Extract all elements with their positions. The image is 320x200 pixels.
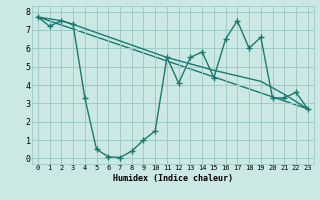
X-axis label: Humidex (Indice chaleur): Humidex (Indice chaleur) <box>113 174 233 183</box>
